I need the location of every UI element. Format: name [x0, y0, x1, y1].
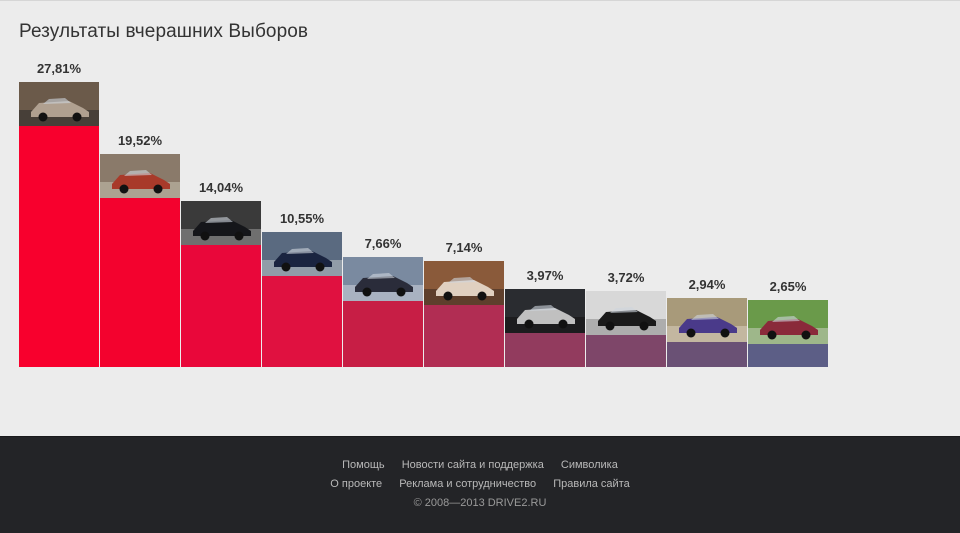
car-photo-icon	[586, 291, 666, 335]
car-photo[interactable]	[181, 201, 261, 245]
bar-value-label: 14,04%	[198, 180, 244, 195]
bar-4[interactable]: 10,55%	[262, 210, 342, 367]
bar-fill	[586, 335, 666, 367]
site-footer: Помощь Новости сайта и поддержка Символи…	[0, 436, 960, 533]
footer-link-news-support[interactable]: Новости сайта и поддержка	[401, 459, 544, 471]
page-title: Результаты вчерашних Выборов	[19, 21, 309, 42]
car-photo-icon	[748, 300, 828, 344]
bar-value-label: 2,94%	[688, 277, 726, 292]
bar-value-label: 19,52%	[117, 133, 163, 148]
footer-link-symbols[interactable]: Символика	[560, 459, 618, 471]
car-photo-icon	[424, 261, 504, 305]
bar-fill	[424, 305, 504, 367]
bar-fill	[100, 198, 180, 367]
car-photo[interactable]	[100, 154, 180, 198]
bar-value-label: 2,65%	[769, 279, 807, 294]
car-photo[interactable]	[262, 232, 342, 276]
bar-value-label: 7,14%	[445, 240, 483, 255]
bar-5[interactable]: 7,66%	[343, 235, 423, 367]
footer-links-row-2: О проекте Реклама и сотрудничество Прави…	[0, 478, 960, 490]
car-photo-icon	[667, 298, 747, 342]
bar-fill	[748, 344, 828, 367]
car-photo-icon	[262, 232, 342, 276]
footer-link-rules[interactable]: Правила сайта	[553, 478, 630, 490]
car-photo[interactable]	[667, 298, 747, 342]
bar-value-label: 7,66%	[364, 236, 402, 251]
bar-value-label: 27,81%	[36, 61, 82, 76]
car-photo-icon	[100, 154, 180, 198]
car-photo-icon	[19, 82, 99, 126]
bar-7[interactable]: 3,97%	[505, 267, 585, 367]
car-photo[interactable]	[505, 289, 585, 333]
bar-10[interactable]: 2,65%	[748, 278, 828, 367]
bar-9[interactable]: 2,94%	[667, 276, 747, 367]
car-photo[interactable]	[19, 82, 99, 126]
car-photo[interactable]	[343, 257, 423, 301]
footer-link-help[interactable]: Помощь	[342, 459, 385, 471]
car-photo-icon	[181, 201, 261, 245]
bar-fill	[262, 276, 342, 367]
bar-value-label: 3,97%	[526, 268, 564, 283]
bar-8[interactable]: 3,72%	[586, 269, 666, 367]
bar-6[interactable]: 7,14%	[424, 239, 504, 367]
bar-1[interactable]: 27,81%	[19, 60, 99, 367]
bar-fill	[181, 245, 261, 367]
bar-fill	[667, 342, 747, 367]
bar-fill	[505, 333, 585, 367]
results-bar-chart: 27,81% 19,52% 14,04% 10,55% 7,66% 7,14% 3,97% 3…	[19, 1, 839, 367]
bar-value-label: 3,72%	[607, 270, 645, 285]
car-photo[interactable]	[586, 291, 666, 335]
bar-value-label: 10,55%	[279, 211, 325, 226]
footer-link-about[interactable]: О проекте	[330, 478, 383, 490]
car-photo[interactable]	[424, 261, 504, 305]
footer-links-row-1: Помощь Новости сайта и поддержка Символи…	[0, 459, 960, 471]
car-photo-icon	[343, 257, 423, 301]
bar-3[interactable]: 14,04%	[181, 179, 261, 367]
bar-fill	[343, 301, 423, 367]
footer-copyright: © 2008—2013 DRIVE2.RU	[413, 497, 547, 509]
car-photo-icon	[505, 289, 585, 333]
car-photo[interactable]	[748, 300, 828, 344]
footer-link-advertising[interactable]: Реклама и сотрудничество	[399, 478, 537, 490]
bar-fill	[19, 126, 99, 367]
results-panel: Результаты вчерашних Выборов 27,81% 19,52…	[0, 0, 960, 367]
bar-2[interactable]: 19,52%	[100, 132, 180, 367]
